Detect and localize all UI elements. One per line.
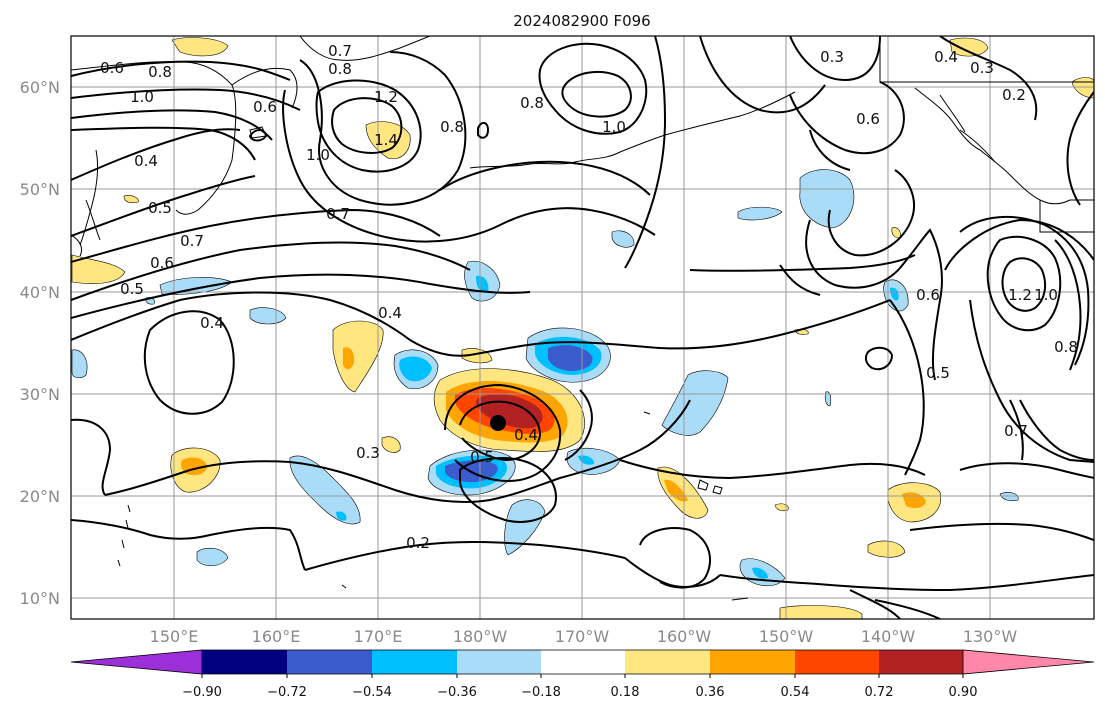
contour-lines	[71, 36, 1094, 619]
contour-label: 0.6	[100, 59, 124, 77]
contour-label: 0.8	[440, 118, 464, 136]
lon-label: 130°W	[963, 627, 1018, 646]
lon-label: 150°W	[759, 627, 814, 646]
colorbar-segment	[541, 650, 625, 674]
contour-label: 1.2	[374, 88, 398, 106]
contour-label: 1.0	[306, 146, 330, 164]
contour-label: 0.2	[406, 534, 430, 552]
contour-label: 0.6	[856, 110, 880, 128]
contour-label: 0.2	[1002, 86, 1026, 104]
contour-label: 0.4	[514, 426, 538, 444]
contour-label: 1.0	[130, 88, 154, 106]
lon-label: 160°W	[657, 627, 712, 646]
contour-label: 0.8	[520, 94, 544, 112]
lat-label: 10°N	[20, 589, 60, 608]
contour-label-group: 0.6 0.8 1.0 0.6 0.7 0.8 1.2 1.4 1.0 0.8 …	[100, 42, 1078, 552]
map-title: 2024082900 F096	[513, 12, 650, 30]
lon-label: 160°E	[252, 627, 301, 646]
colorbar-tick-label: 0.18	[611, 685, 640, 700]
colorbar-segment	[202, 650, 287, 674]
colorbar-tick-label: 0.36	[696, 685, 725, 700]
contour-label: 0.4	[934, 48, 958, 66]
colorbar-segment	[287, 650, 372, 674]
colorbar-segment	[372, 650, 457, 674]
contour-label: 1.4	[374, 131, 398, 149]
contour-label: 1.0	[1034, 286, 1058, 304]
contour-label: 0.5	[470, 448, 494, 466]
lon-label: 180°W	[453, 627, 508, 646]
map-frame	[70, 35, 1095, 620]
contour-label: 0.8	[1054, 338, 1078, 356]
contour-label: 0.6	[150, 254, 174, 272]
lon-label: 140°W	[861, 627, 916, 646]
contour-label: 0.6	[253, 98, 277, 116]
contour-label: 0.3	[356, 444, 380, 462]
longitude-labels: 150°E 160°E 170°E 180°W 170°W 160°W 150°…	[150, 627, 1018, 646]
colorbar-segment	[625, 650, 710, 674]
lat-label: 30°N	[20, 385, 60, 404]
colorbar-tick-label: −0.90	[182, 685, 222, 700]
lat-label: 20°N	[20, 487, 60, 506]
contour-label: 0.7	[328, 42, 352, 60]
colorbar-segment	[879, 650, 963, 674]
lon-label: 170°W	[555, 627, 610, 646]
colorbar-ticks	[201, 674, 964, 678]
contour-label: 1.0	[602, 118, 626, 136]
colorbar-tick-label: −0.36	[437, 685, 477, 700]
contour-label: 0.5	[120, 280, 144, 298]
colorbar-segment	[795, 650, 879, 674]
contour-label: 0.4	[134, 152, 158, 170]
contour-label: 0.7	[180, 232, 204, 250]
lon-label: 150°E	[150, 627, 199, 646]
colorbar-segment	[962, 649, 1095, 675]
colorbar-tick-label: −0.72	[267, 685, 307, 700]
contour-label: 0.7	[1004, 422, 1028, 440]
lon-label: 170°E	[354, 627, 403, 646]
contour-label: 0.7	[326, 205, 350, 223]
contour-label: 0.8	[328, 60, 352, 78]
colorbar-tick-label: 0.90	[949, 685, 978, 700]
lat-label: 50°N	[20, 180, 60, 199]
colorbar-tick-label: 0.54	[781, 685, 810, 700]
latitude-labels: 60°N 50°N 40°N 30°N 20°N 10°N	[20, 78, 60, 608]
shading-layer	[71, 37, 1094, 619]
contour-label: 0.4	[378, 304, 402, 322]
contour-label: 0.4	[200, 314, 224, 332]
contour-label: 0.6	[916, 286, 940, 304]
map-area: 0.6 0.8 1.0 0.6 0.7 0.8 1.2 1.4 1.0 0.8 …	[71, 36, 1094, 619]
lat-label: 60°N	[20, 78, 60, 97]
contour-label: 0.3	[970, 59, 994, 77]
lat-label: 40°N	[20, 283, 60, 302]
contour-label: 0.8	[148, 63, 172, 81]
colorbar: −0.90 −0.72 −0.54 −0.36 −0.18 0.18 0.36 …	[70, 649, 1095, 700]
contour-label: 0.3	[820, 48, 844, 66]
contour-label: 0.5	[926, 364, 950, 382]
colorbar-segment	[710, 650, 795, 674]
colorbar-tick-label: −0.18	[521, 685, 561, 700]
colorbar-segment	[70, 649, 203, 675]
contour-label: 1.2	[1008, 286, 1032, 304]
colorbar-tick-label: −0.54	[352, 685, 392, 700]
colorbar-segment	[457, 650, 541, 674]
contour-label: 0.5	[148, 199, 172, 217]
colorbar-tick-label: 0.72	[865, 685, 894, 700]
storm-center-marker	[490, 415, 506, 431]
